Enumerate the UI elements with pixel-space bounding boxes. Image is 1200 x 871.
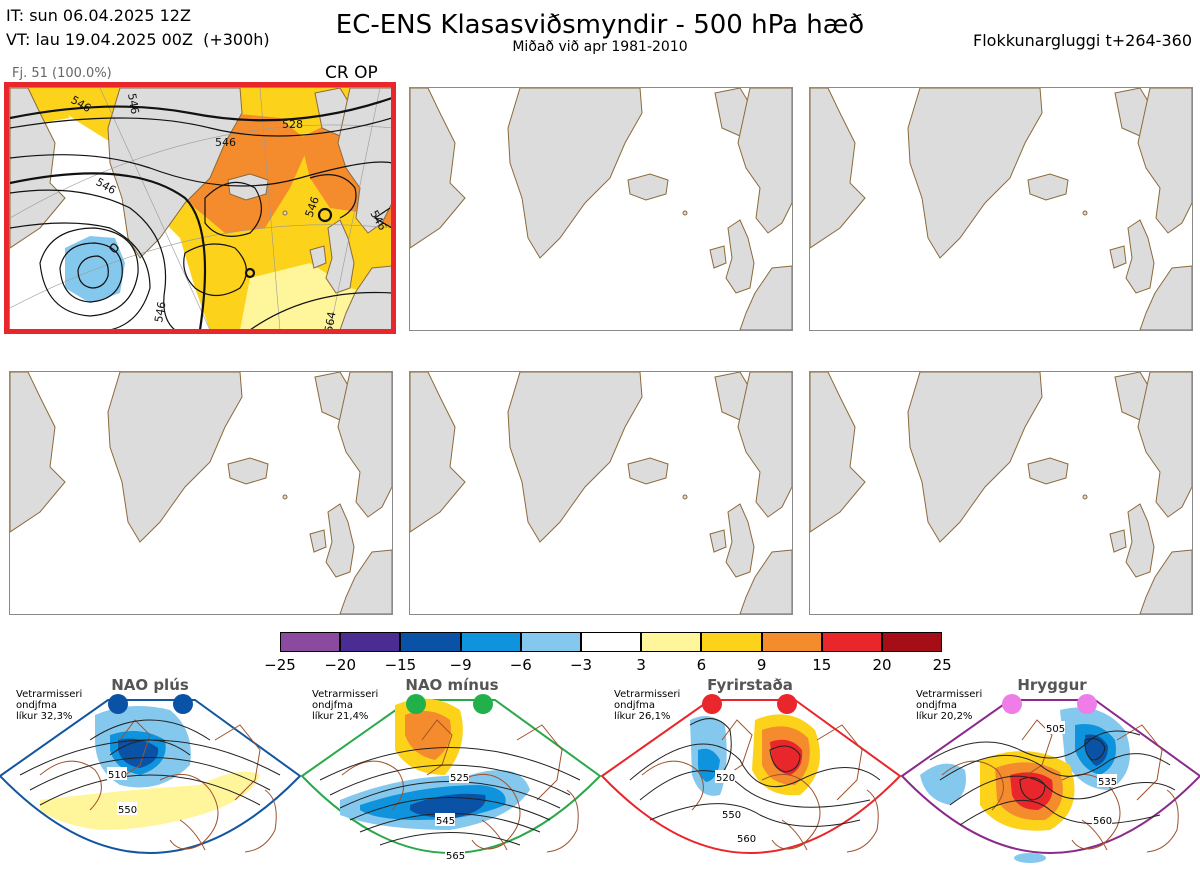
colorbar-swatch <box>280 632 341 652</box>
cluster-map-panel-2[interactable] <box>409 87 793 331</box>
colorbar-tick-label: −6 <box>509 656 532 674</box>
regime-title-nao-plus: NAO plús <box>111 676 189 694</box>
colorbar-tick-label: −20 <box>324 656 357 674</box>
colorbar-tick-label: −3 <box>569 656 593 674</box>
cluster-map-panel-5[interactable] <box>409 371 793 615</box>
regime-probability: líkur 32,3% <box>16 711 73 722</box>
regime-contour-label: 560 <box>737 834 756 845</box>
regime-contour-label: 550 <box>722 810 741 821</box>
regime-probability: líkur 21,4% <box>312 711 369 722</box>
regime-contour-label: 550 <box>118 805 137 816</box>
colorbar-swatch <box>882 632 943 652</box>
regime-season: Vetrarmisseri <box>614 689 681 700</box>
regime-period: ondjfma <box>916 700 957 711</box>
cluster-map-panel-6[interactable] <box>809 371 1193 615</box>
regime-probability: líkur 26,1% <box>614 711 671 722</box>
colorbar-tick-label: 25 <box>932 656 952 674</box>
regime-period: ondjfma <box>312 700 353 711</box>
initial-time: IT: sun 06.04.2025 12Z <box>6 6 191 25</box>
contour-label: 546 <box>152 301 168 324</box>
regime-title-ridge: Hryggur <box>1017 676 1087 694</box>
selected-cluster-frame <box>4 82 396 334</box>
colorbar-tick-label: 6 <box>696 656 707 674</box>
cluster-map-panel-3[interactable] <box>809 87 1193 331</box>
cluster-map-panel-4[interactable] <box>9 371 393 615</box>
colorbar-tick-label: −15 <box>384 656 417 674</box>
contour-label: 528 <box>282 118 303 131</box>
colorbar-swatch <box>340 632 401 652</box>
colorbar-tick-label: 9 <box>756 656 767 674</box>
regime-stats-nao-minus: Vetrarmisseri ondjfma líkur 21,4% <box>312 689 378 722</box>
regime-contour-label: 520 <box>716 773 735 784</box>
regime-contour-label: 565 <box>446 851 465 862</box>
regime-probability: líkur 20,2% <box>916 711 973 722</box>
regime-period: ondjfma <box>16 700 57 711</box>
colorbar-tick-label: 20 <box>872 656 892 674</box>
colorbar-swatch <box>400 632 461 652</box>
regime-title-blocking: Fyrirstaða <box>707 676 793 694</box>
regime-contour-label: 505 <box>1046 724 1065 735</box>
cluster-map-panel-1[interactable]: 546 528 546 546 546 546 546 564 546 <box>9 87 393 331</box>
page-subtitle: Miðað við apr 1981-2010 <box>512 39 688 55</box>
regime-season: Vetrarmisseri <box>312 689 379 700</box>
classification-window: Flokkunargluggi t+264-360 <box>973 31 1192 50</box>
colorbar-swatch <box>460 632 521 652</box>
valid-time: VT: lau 19.04.2025 00Z (+300h) <box>6 30 270 49</box>
regime-season: Vetrarmisseri <box>16 689 83 700</box>
regime-panels: 510 550 525 545 565 <box>0 694 1200 863</box>
colorbar-swatch <box>701 632 762 652</box>
colorbar-swatch <box>641 632 702 652</box>
regime-season: Vetrarmisseri <box>916 689 983 700</box>
regime-stats-blocking: Vetrarmisseri ondjfma líkur 26,1% <box>614 689 680 722</box>
colorbar-tick-label: 15 <box>812 656 832 674</box>
page-title: EC-ENS Klasasviðsmyndir - 500 hPa hæð <box>335 10 865 40</box>
regime-contour-label: 535 <box>1098 777 1117 788</box>
colorbar-swatch <box>520 632 581 652</box>
regime-contour-label: 525 <box>450 773 469 784</box>
colorbar-tick-label: −25 <box>264 656 296 674</box>
colorbar-tick-label: 3 <box>636 656 646 674</box>
regime-nao-plus: 510 550 <box>0 694 302 854</box>
regime-contour-label: 545 <box>436 816 455 827</box>
regime-blocking: 520 550 560 <box>600 694 902 854</box>
regime-stats-ridge: Vetrarmisseri ondjfma líkur 20,2% <box>916 689 982 722</box>
colorbar-swatch <box>761 632 822 652</box>
cluster-member-count: Fj. 51 (100.0%) <box>12 66 112 81</box>
contour-label: 546 <box>215 136 236 149</box>
regime-period: ondjfma <box>614 700 655 711</box>
regime-title-nao-minus: NAO mínus <box>405 676 499 694</box>
colorbar-swatch <box>581 632 642 652</box>
colorbar-swatch <box>821 632 882 652</box>
cluster-tag: CR OP <box>325 63 378 83</box>
regime-ridge: 505 535 560 <box>900 694 1200 863</box>
regime-stats-nao-plus: Vetrarmisseri ondjfma líkur 32,3% <box>16 689 82 722</box>
regime-contour-label: 560 <box>1093 816 1112 827</box>
contour-label: 546 <box>125 92 141 115</box>
colorbar-tick-label: −9 <box>449 656 472 674</box>
contour-label: 564 <box>322 311 338 330</box>
regime-contour-label: 510 <box>108 770 127 781</box>
regime-nao-minus: 525 545 565 <box>300 694 602 862</box>
